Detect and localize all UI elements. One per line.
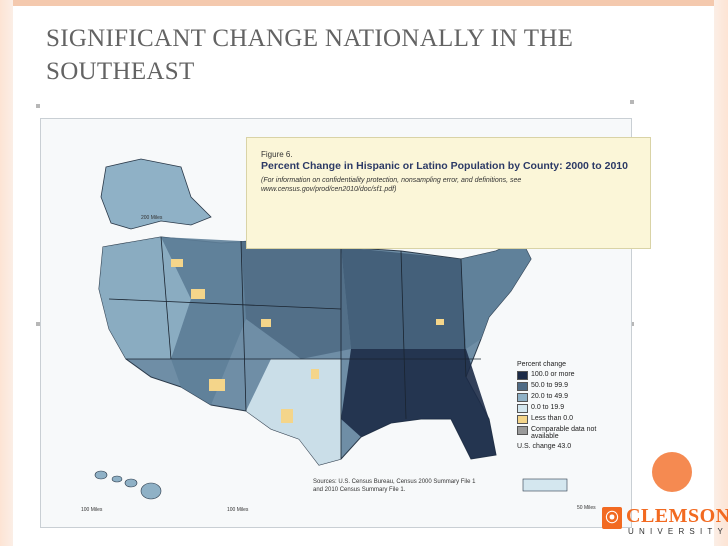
decorative-orange-circle (652, 452, 692, 492)
legend-item: 50.0 to 99.9 (517, 382, 607, 391)
figure-label: Figure 6. (261, 150, 293, 159)
legend-item: 20.0 to 49.9 (517, 393, 607, 402)
right-border (714, 0, 728, 546)
guide-dot (630, 100, 634, 104)
alaska-shape (100, 158, 212, 230)
mountain-region (161, 237, 246, 405)
legend-swatch (517, 426, 528, 435)
plains-region (241, 241, 351, 359)
puerto-rico-shape (522, 478, 568, 492)
logo-sub: UNIVERSITY (628, 527, 728, 536)
west-region (99, 237, 191, 359)
left-border (0, 0, 13, 546)
hawaii-scale: 100 Miles (81, 507, 103, 513)
legend-item: 0.0 to 19.9 (517, 404, 607, 413)
clemson-logo: ⦿ CLEMSON UNIVERSITY (600, 505, 728, 541)
guide-dot (36, 104, 40, 108)
legend-swatch (517, 415, 528, 424)
state-boundaries (108, 236, 481, 459)
census-map-image: Figure 6. Percent Change in Hispanic or … (40, 118, 651, 528)
guide-dot (36, 322, 40, 326)
midwest-region (341, 247, 466, 349)
legend-swatch (517, 371, 528, 380)
tiger-paw-icon: ⦿ (602, 507, 622, 529)
southeast-region (341, 349, 496, 459)
top-border (0, 0, 728, 6)
logo-name: CLEMSON (626, 505, 728, 527)
figure-title: Percent Change in Hispanic or Latino Pop… (261, 160, 628, 172)
hawaii-shape (94, 470, 162, 500)
figure-caption-box: Figure 6. Percent Change in Hispanic or … (246, 137, 651, 249)
source-note: Sources: U.S. Census Bureau, Census 2000… (313, 479, 476, 493)
map-legend: Percent change 100.0 or more 50.0 to 99.… (517, 361, 607, 450)
northeast-region (461, 239, 531, 349)
legend-swatch (517, 393, 528, 402)
legend-title: Percent change (517, 361, 567, 368)
legend-total: U.S. change 43.0 (517, 443, 572, 450)
legend-item: 100.0 or more (517, 371, 607, 380)
texas-region (246, 359, 341, 465)
pr-scale: 50 Miles (577, 505, 596, 511)
legend-swatch (517, 404, 528, 413)
legend-item: Less than 0.0 (517, 415, 607, 424)
guide-dot (630, 322, 634, 326)
alaska-scale: 200 Miles (141, 215, 163, 221)
hawaii-scale-2: 100 Miles (227, 507, 249, 513)
figure-note: (For information on confidentiality prot… (261, 177, 522, 193)
legend-item: Comparable data not available (517, 426, 607, 440)
slide-title: SIGNIFICANT CHANGE NATIONALLY IN THE SOU… (46, 25, 574, 85)
us-county-map (94, 158, 568, 500)
legend-swatch (517, 382, 528, 391)
decline-county-patches (171, 259, 444, 423)
